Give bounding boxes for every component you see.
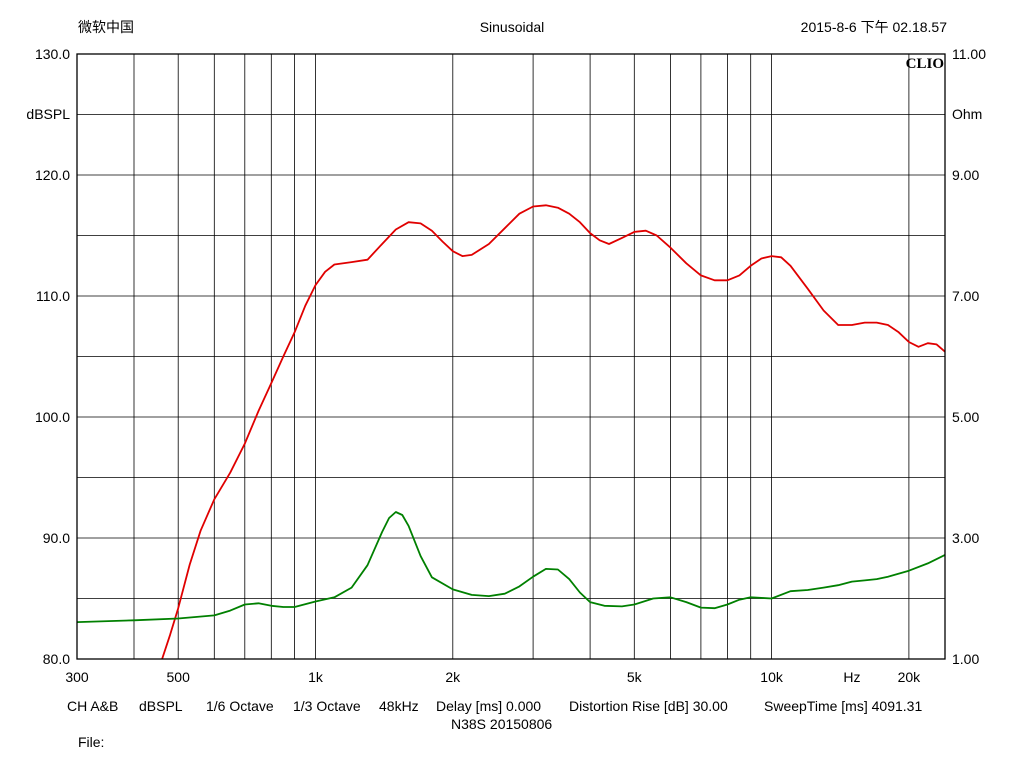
spl-curve <box>161 204 946 660</box>
left-tick-label: 90.0 <box>43 530 70 546</box>
x-tick-label: 2k <box>445 669 461 685</box>
right-tick-label: 3.00 <box>952 530 979 546</box>
right-tick-label: 7.00 <box>952 288 979 304</box>
x-tick-label: Hz <box>843 669 860 685</box>
left-axis-label: dBSPL <box>26 106 70 122</box>
right-tick-label: 11.00 <box>952 46 986 62</box>
right-tick-label: 9.00 <box>952 167 979 183</box>
x-tick-label: 300 <box>65 669 89 685</box>
left-tick-label: 100.0 <box>35 409 70 425</box>
header-title: Sinusoidal <box>479 19 545 35</box>
curves <box>76 204 946 660</box>
header-timestamp: 2015-8-6 下午 02.18.57 <box>800 19 947 35</box>
x-axis-ticks: 300 500 1k 2k 5k 10k Hz 20k <box>65 669 921 685</box>
left-tick-label: 120.0 <box>35 167 70 183</box>
settings-item: 1/6 Octave <box>206 698 274 714</box>
left-tick-label: 110.0 <box>36 288 70 304</box>
settings-item: 1/3 Octave <box>293 698 361 714</box>
header-left: 微软中国 <box>78 19 134 35</box>
x-tick-label: 500 <box>167 669 191 685</box>
model-label: N38S 20150806 <box>451 716 553 732</box>
settings-item: Distortion Rise [dB] 30.00 <box>569 698 728 714</box>
x-tick-label: 10k <box>760 669 784 685</box>
settings-item: CH A&B <box>67 698 119 714</box>
left-tick-label: 130.0 <box>35 46 70 62</box>
left-tick-label: 80.0 <box>43 651 70 667</box>
right-axis-ticks: 11.00 9.00 7.00 5.00 3.00 1.00 <box>952 46 986 667</box>
impedance-curve <box>76 511 946 623</box>
right-tick-label: 1.00 <box>952 651 979 667</box>
settings-item: dBSPL <box>139 698 183 714</box>
x-tick-label: 20k <box>898 669 922 685</box>
plot-frame <box>76 53 946 660</box>
settings-item: 48kHz <box>379 698 419 714</box>
clio-logo: CLIO <box>906 56 944 72</box>
file-label: File: <box>78 734 105 750</box>
left-axis-ticks: 130.0 120.0 110.0 100.0 90.0 80.0 <box>35 46 70 667</box>
right-axis-label: Ohm <box>952 106 982 122</box>
measurement-settings: CH A&B dBSPL 1/6 Octave 1/3 Octave 48kHz Dela… <box>0 697 1024 715</box>
settings-item: SweepTime [ms] 4091.31 <box>764 698 923 714</box>
right-tick-label: 5.00 <box>952 409 979 425</box>
settings-item: Delay [ms] 0.000 <box>436 698 542 714</box>
x-tick-label: 5k <box>627 669 643 685</box>
x-tick-label: 1k <box>308 669 324 685</box>
y-gridlines <box>77 53 945 660</box>
